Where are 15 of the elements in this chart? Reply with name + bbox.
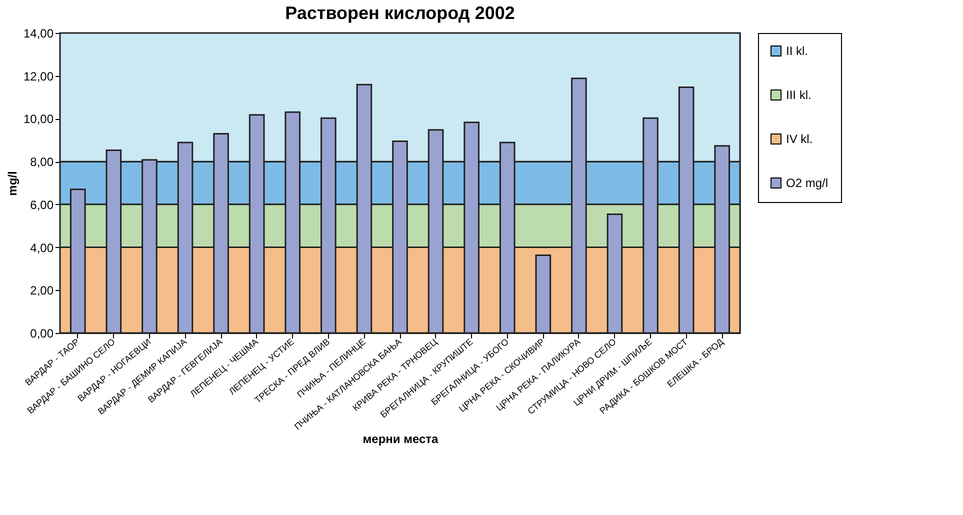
y-tick-label: 4,00: [30, 240, 54, 255]
legend-label: III kl.: [786, 88, 812, 102]
y-tick-label: 10,00: [23, 112, 54, 126]
legend-label: IV kl.: [786, 132, 813, 146]
legend-label: II kl.: [786, 44, 808, 58]
y-axis-title: mg/l: [5, 171, 20, 196]
legend-label: O2 mg/l: [786, 176, 828, 190]
y-tick-label: 6,00: [30, 198, 54, 212]
chart-title: Растворен кислород 2002: [285, 3, 515, 23]
y-tick-label: 0,00: [30, 326, 54, 340]
y-tick-label: 12,00: [23, 69, 54, 84]
y-tick-label: 2,00: [30, 284, 54, 298]
y-tick-label: 14,00: [23, 26, 54, 40]
y-tick-label: 8,00: [30, 155, 54, 170]
x-axis-title: мерни места: [362, 432, 439, 446]
